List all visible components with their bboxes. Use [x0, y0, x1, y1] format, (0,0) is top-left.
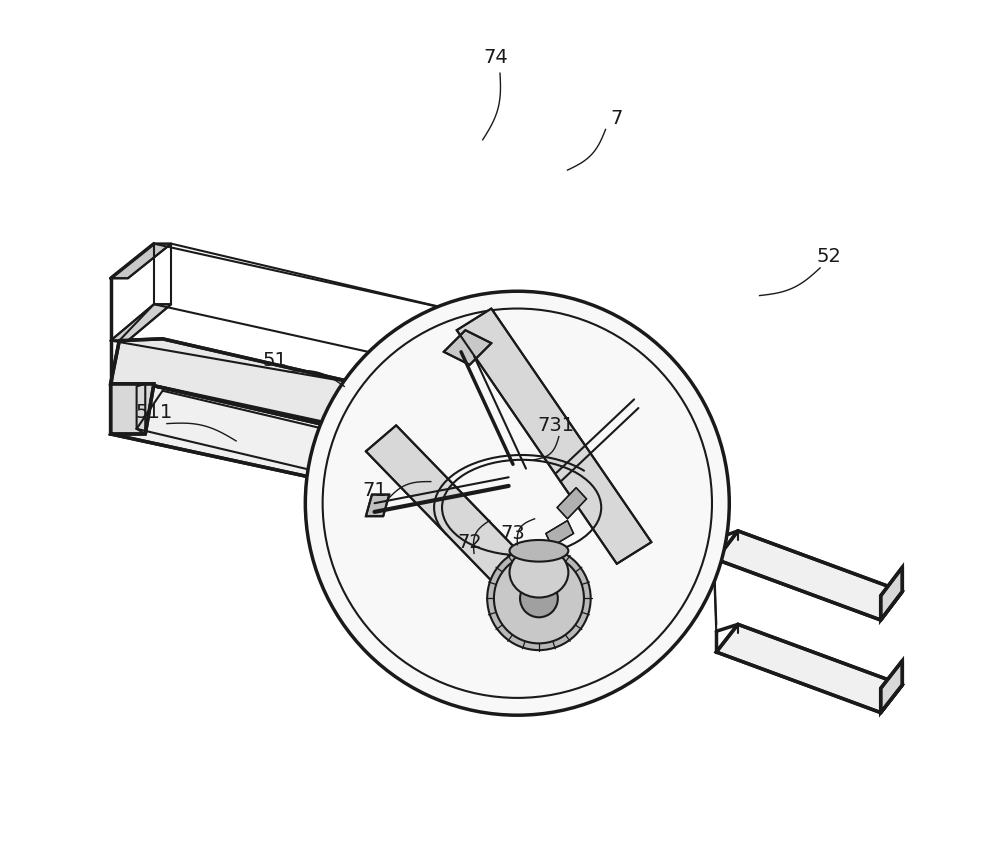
Polygon shape — [111, 304, 171, 340]
Text: 74: 74 — [483, 48, 508, 67]
Polygon shape — [111, 244, 171, 279]
Polygon shape — [457, 308, 651, 564]
Text: 511: 511 — [135, 403, 173, 422]
Polygon shape — [366, 495, 389, 516]
Ellipse shape — [487, 547, 591, 650]
Text: 72: 72 — [457, 533, 482, 552]
Polygon shape — [444, 330, 491, 365]
Text: 731: 731 — [538, 416, 575, 435]
Ellipse shape — [510, 548, 568, 597]
Polygon shape — [546, 521, 574, 547]
Text: 52: 52 — [816, 247, 841, 266]
Polygon shape — [716, 624, 902, 713]
Polygon shape — [111, 384, 465, 503]
Text: 73: 73 — [501, 524, 525, 543]
Ellipse shape — [520, 580, 558, 617]
Polygon shape — [881, 568, 902, 620]
Polygon shape — [366, 425, 535, 594]
Ellipse shape — [305, 292, 729, 715]
Polygon shape — [111, 339, 465, 453]
Polygon shape — [557, 488, 587, 519]
Polygon shape — [111, 384, 154, 434]
Text: 71: 71 — [362, 481, 387, 500]
Text: 51: 51 — [263, 351, 287, 370]
Text: 7: 7 — [611, 108, 623, 128]
Ellipse shape — [510, 540, 568, 562]
Polygon shape — [716, 531, 902, 620]
Polygon shape — [881, 661, 902, 713]
Ellipse shape — [494, 554, 584, 643]
